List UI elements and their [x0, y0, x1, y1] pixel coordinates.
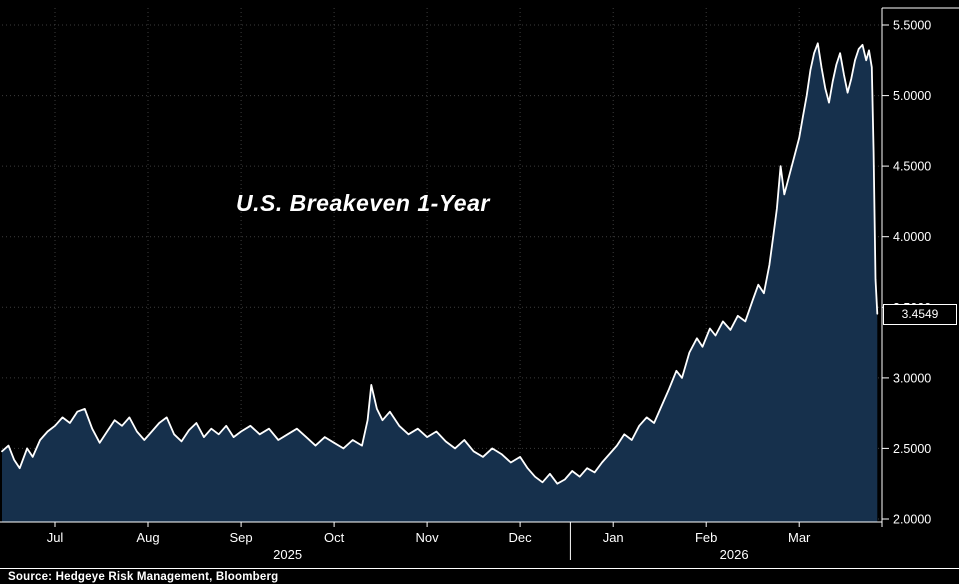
source-text: Source: Hedgeye Risk Management, Bloombe…: [8, 570, 279, 583]
y-axis-label: 2.5000: [893, 442, 931, 456]
price-chart: 2.00002.50003.00003.50004.00004.50005.00…: [0, 7, 959, 562]
y-axis-label: 2.0000: [893, 513, 931, 527]
y-axis-label: 5.0000: [893, 89, 931, 103]
last-value-box: 3.4549: [883, 304, 957, 325]
year-label: 2025: [273, 547, 302, 562]
x-axis-label: Oct: [324, 530, 345, 545]
x-axis-label: Jul: [47, 530, 64, 545]
series-line: [1, 42, 879, 485]
y-axis-label: 3.0000: [893, 371, 931, 385]
series-area: [2, 43, 878, 523]
x-axis-label: Dec: [509, 530, 533, 545]
x-axis-label: Mar: [788, 530, 811, 545]
year-label: 2026: [720, 547, 749, 562]
x-axis-label: Nov: [416, 530, 440, 545]
x-axis-label: Sep: [230, 530, 253, 545]
x-axis-label: Jan: [603, 530, 624, 545]
y-axis-label: 5.5000: [893, 19, 931, 33]
chart-title: U.S. Breakeven 1-Year: [236, 190, 490, 216]
y-axis-label: 4.0000: [893, 230, 931, 244]
source-bar: Source: Hedgeye Risk Management, Bloombe…: [0, 568, 959, 584]
y-axis-label: 4.5000: [893, 160, 931, 174]
x-axis-label: Aug: [136, 530, 159, 545]
x-axis-label: Feb: [695, 530, 717, 545]
